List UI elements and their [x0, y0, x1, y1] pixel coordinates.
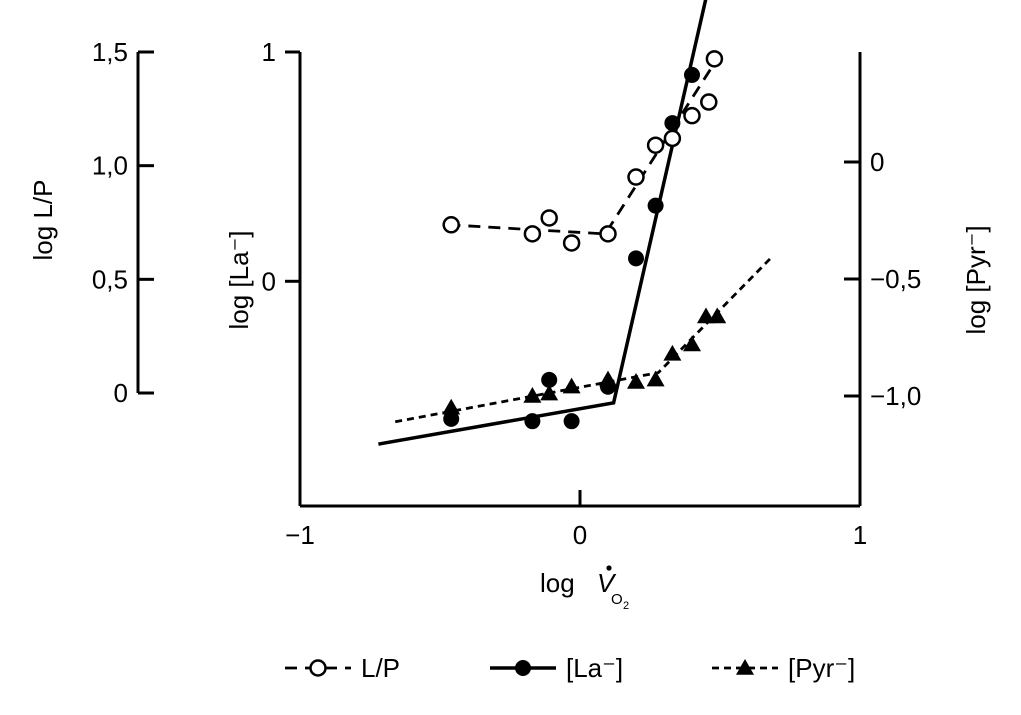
point-lp — [599, 225, 617, 243]
x-axis-tick-label: −1 — [285, 520, 315, 550]
point-pyr — [599, 370, 617, 387]
middle-axis-tick-label: 0 — [262, 266, 276, 296]
axis-labels: log L/P log [La⁻] log [Pyr⁻] log V O 2 — [28, 180, 991, 612]
point-la — [684, 66, 700, 83]
legend-marker — [515, 660, 531, 676]
point-la — [647, 197, 664, 214]
right-axis-tick-label: −0,5 — [870, 264, 921, 294]
point-pyr — [663, 344, 682, 361]
point-pyr — [442, 398, 461, 415]
fit-line-la — [378, 0, 708, 446]
point-lp — [683, 106, 701, 125]
point-lp — [700, 93, 718, 111]
x-axis-label-main: log — [540, 568, 575, 598]
legend-marker — [736, 659, 754, 675]
point-lp — [442, 216, 460, 234]
legend-label: [La⁻] — [566, 653, 623, 683]
point-la — [664, 115, 681, 132]
point-lp — [646, 136, 665, 154]
x-axis-tick-label: 0 — [573, 520, 587, 550]
point-pyr — [683, 335, 701, 352]
fit-line-pyr — [394, 254, 775, 424]
point-lp — [540, 209, 558, 227]
x-axis-label-dot — [606, 565, 612, 571]
point-pyr — [708, 307, 727, 324]
point-lp — [523, 225, 542, 243]
x-axis-tick-label: 1 — [853, 520, 867, 550]
legend-entry-lp: L/P — [285, 653, 400, 683]
point-la — [524, 413, 541, 430]
left-axis-tick-label: 1,5 — [92, 37, 128, 67]
legend-marker — [309, 659, 327, 677]
right-axis-label: log [Pyr⁻] — [961, 225, 991, 334]
right-axis-tick-label: 0 — [870, 147, 884, 177]
point-lp — [627, 168, 645, 186]
point-lp — [705, 50, 724, 68]
middle-axis-tick-label: 1 — [262, 37, 276, 67]
x-axis-label-symbol: V — [597, 568, 617, 598]
point-la — [628, 250, 644, 267]
point-pyr — [523, 387, 542, 403]
axes: 0 0,5 1,0 1,5 0 1 0 −0,5 −1,0 −1 0 1 — [92, 37, 921, 550]
fit-line-lp — [448, 58, 719, 236]
point-la — [563, 413, 580, 430]
middle-axis-label: log [La⁻] — [224, 230, 254, 329]
right-axis-tick-label: −1,0 — [870, 381, 921, 411]
legend-entry-la: [La⁻] — [490, 653, 623, 683]
data-points — [442, 50, 727, 430]
point-pyr — [540, 384, 559, 401]
left-axis-tick-label: 1,0 — [92, 151, 128, 181]
legend-label: [Pyr⁻] — [788, 653, 855, 683]
point-pyr — [562, 377, 581, 394]
left-axis-label: log L/P — [28, 180, 58, 261]
legend: L/P [La⁻] [Pyr⁻] — [285, 653, 855, 683]
legend-entry-pyr: [Pyr⁻] — [712, 653, 855, 683]
point-lp — [562, 234, 581, 252]
legend-label: L/P — [361, 653, 400, 683]
point-pyr — [627, 372, 645, 389]
point-lp — [663, 129, 682, 148]
x-axis-label-subscript: O — [611, 591, 623, 608]
left-axis-tick-label: 0,5 — [92, 264, 128, 294]
point-la — [541, 371, 558, 388]
x-axis-label: log V O 2 — [540, 565, 629, 612]
left-axis-tick-label: 0 — [114, 378, 128, 408]
point-la — [443, 410, 460, 427]
point-pyr — [646, 370, 665, 387]
x-axis-label-subscript2: 2 — [623, 600, 629, 612]
fit-lines — [378, 0, 775, 446]
